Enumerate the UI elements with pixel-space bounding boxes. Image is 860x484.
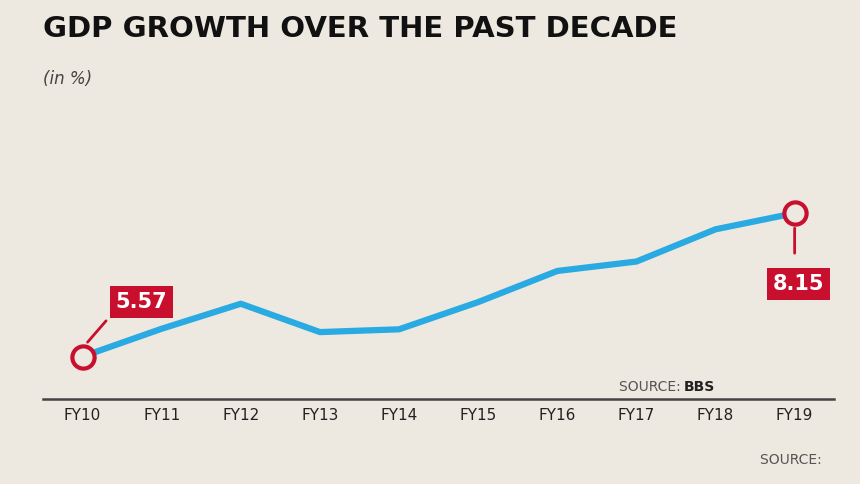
Text: SOURCE:: SOURCE: — [760, 453, 826, 467]
Text: SOURCE:: SOURCE: — [619, 380, 685, 394]
Text: GDP GROWTH OVER THE PAST DECADE: GDP GROWTH OVER THE PAST DECADE — [43, 15, 678, 43]
Text: 8.15: 8.15 — [773, 274, 825, 294]
Text: BBS: BBS — [684, 380, 715, 394]
Text: 5.57: 5.57 — [116, 292, 168, 312]
Text: (in %): (in %) — [43, 70, 92, 88]
